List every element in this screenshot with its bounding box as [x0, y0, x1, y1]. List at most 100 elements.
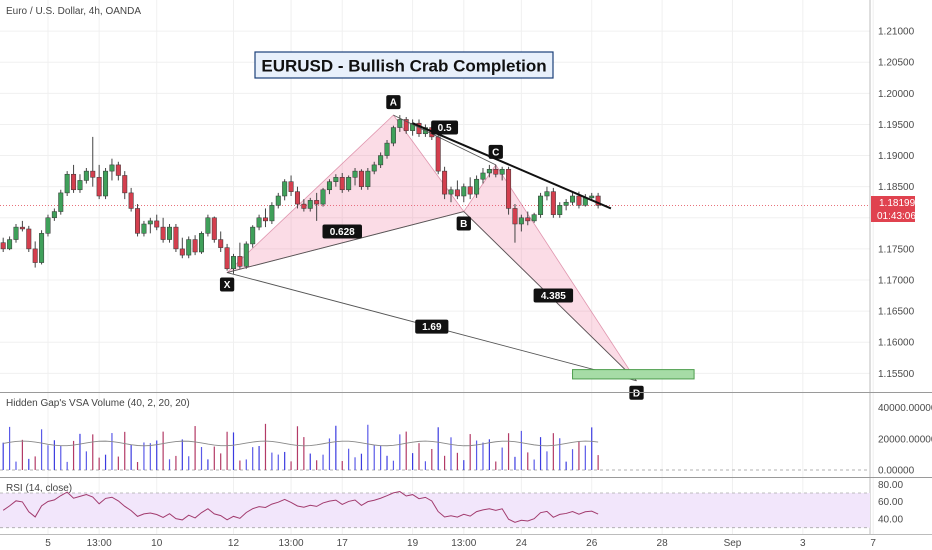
candle [262, 217, 268, 222]
xb-line [226, 211, 464, 273]
point-label-b-bg [456, 216, 471, 231]
candle [525, 217, 531, 222]
time-tick-label: 19 [407, 538, 419, 549]
trendline [412, 122, 612, 210]
candle [538, 195, 544, 215]
candle [160, 226, 166, 240]
candle [147, 220, 153, 225]
candle [250, 226, 256, 245]
candle [333, 177, 339, 182]
candle [19, 226, 25, 230]
price-tick-label: 1.21000 [878, 27, 915, 38]
time-tick-label: 3 [800, 538, 806, 549]
candle [493, 168, 499, 175]
candle [205, 217, 211, 234]
candle [544, 191, 550, 197]
candle [26, 228, 32, 250]
rsi-tick-label: 40.00 [878, 515, 903, 526]
candle [570, 195, 576, 203]
candle [550, 191, 556, 215]
volume-ma-line [3, 440, 599, 447]
candle [231, 256, 236, 270]
time-tick-label: 10 [151, 538, 163, 549]
candle [365, 170, 371, 187]
rsi-tick-label: 80.00 [878, 480, 903, 491]
candle [0, 242, 6, 250]
candle [454, 189, 460, 197]
time-tick-label: 24 [516, 538, 528, 549]
pattern-triangle-bcd [463, 164, 637, 382]
time-axis[interactable]: 5 13:00 10 12 13:00 17 19 13:00 24 26 28 Sep 3 7 [45, 538, 876, 549]
candle [71, 173, 77, 191]
volume-tick-label: 0.00000 [878, 466, 915, 477]
pattern-labels: X A B C D 0.628 0.5 4.385 1.69 [219, 95, 644, 400]
rsi-pane: 80.00 60.00 40.00 [0, 480, 903, 529]
volume-title: Hidden Gap's VSA Volume (40, 2, 20, 20) [6, 398, 190, 409]
price-tick-label: 1.16000 [878, 338, 915, 349]
candle [307, 200, 313, 209]
candle [320, 189, 326, 205]
candle [90, 170, 96, 178]
harmonic-pattern [225, 114, 637, 382]
countdown-label: 01:43:06 [877, 211, 916, 222]
candle [326, 181, 332, 191]
candle [115, 164, 121, 176]
price-tick-label: 1.16500 [878, 307, 915, 318]
candle [256, 217, 262, 228]
candle [39, 233, 45, 263]
candle [589, 195, 595, 199]
ratio-label: 4.385 [541, 291, 566, 302]
time-tick-label: 13:00 [279, 538, 304, 549]
candle [442, 170, 448, 195]
candle [77, 180, 83, 191]
time-tick-label: Sep [724, 538, 742, 549]
time-tick-label: 7 [870, 538, 876, 549]
candle [186, 239, 192, 256]
candle [224, 247, 230, 270]
candle [506, 168, 512, 209]
grid [0, 0, 874, 534]
price-tick-label: 1.20000 [878, 89, 915, 100]
rsi-band [0, 493, 870, 528]
candle [346, 177, 352, 191]
rsi-tick-label: 60.00 [878, 497, 903, 508]
candle [288, 181, 294, 192]
candle [122, 175, 128, 194]
price-tick-label: 1.15500 [878, 369, 915, 380]
candle [474, 178, 480, 195]
price-tick-label: 1.19500 [878, 120, 915, 131]
ratio-label-bg [533, 288, 574, 303]
candle [294, 191, 300, 205]
candle [282, 181, 288, 197]
candle [199, 233, 204, 253]
point-label-b: B [460, 219, 467, 230]
time-tick-label: 13:00 [87, 538, 112, 549]
candle [448, 189, 454, 195]
rsi-line [2, 491, 599, 523]
candle [128, 192, 134, 209]
ratio-label: 1.69 [422, 322, 442, 333]
point-label-a-bg [386, 95, 401, 110]
candle [45, 217, 51, 234]
point-label-d: D [633, 388, 640, 399]
candle [135, 208, 141, 234]
ratio-label: 0.628 [330, 227, 355, 238]
candle [96, 177, 102, 197]
rsi-title: RSI (14, close) [6, 483, 72, 494]
candles [0, 115, 601, 274]
candle [435, 136, 441, 172]
candle [576, 195, 582, 206]
ratio-label-bg [415, 319, 449, 334]
candle [352, 170, 358, 178]
candle [32, 248, 38, 263]
time-tick-label: 13:00 [451, 538, 476, 549]
volume-tick-label: 40000.00000 [878, 403, 932, 414]
point-label-c: C [492, 147, 499, 158]
time-tick-label: 28 [657, 538, 669, 549]
ratio-label: 0.5 [438, 123, 452, 134]
candle [512, 208, 518, 225]
candle [192, 239, 198, 253]
candle [531, 214, 537, 222]
candle [563, 201, 569, 206]
